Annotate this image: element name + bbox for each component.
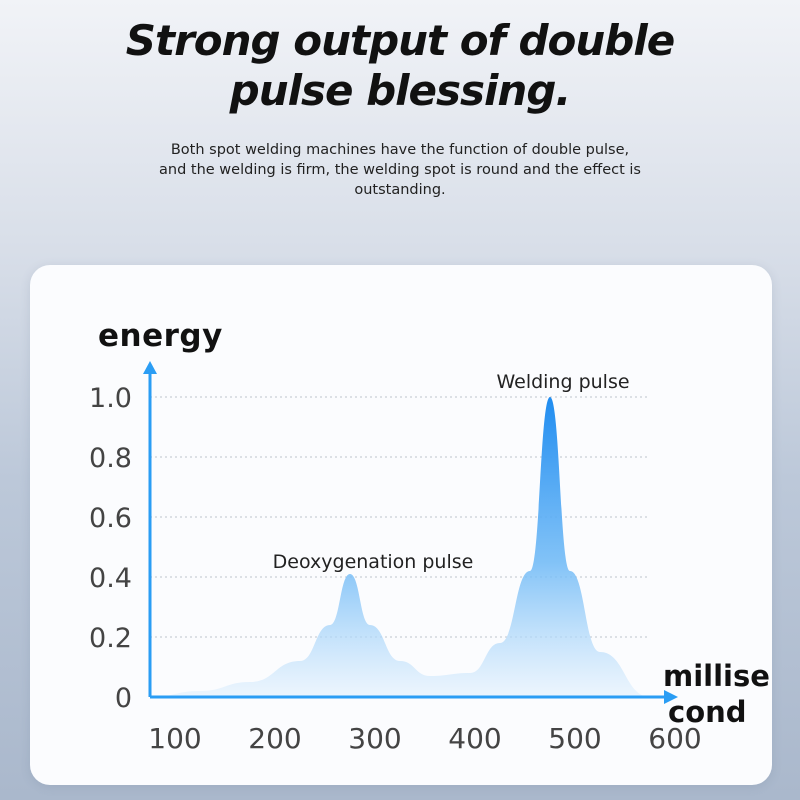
x-axis-arrow-icon <box>664 690 678 704</box>
x-tick-label: 300 <box>348 722 401 755</box>
description: Both spot welding machines have the func… <box>110 140 690 200</box>
title-line-2: pulse blessing. <box>229 66 572 115</box>
x-axis-label-line-1: millise <box>663 659 770 693</box>
y-axis-arrow-icon <box>143 361 157 374</box>
page-title: Strong output of double pulse blessing. <box>0 16 800 116</box>
y-tick-label: 0.4 <box>89 563 132 594</box>
x-tick-label: 600 <box>648 722 701 755</box>
peak-annotation: Welding pulse <box>496 371 629 393</box>
y-tick-label: 0.2 <box>89 623 132 654</box>
title-line-1: Strong output of double <box>125 16 676 65</box>
x-axis-label-line-2: cond <box>668 695 747 729</box>
description-line-1: Both spot welding machines have the func… <box>170 142 630 158</box>
x-tick-label: 500 <box>548 722 601 755</box>
y-tick-label: 0.8 <box>89 443 132 474</box>
y-tick-label: 1.0 <box>89 383 132 414</box>
y-tick-label: 0.6 <box>89 503 132 534</box>
x-tick-label: 200 <box>248 722 301 755</box>
energy-area <box>150 397 650 697</box>
x-tick-label: 100 <box>148 722 201 755</box>
x-tick-label: 400 <box>448 722 501 755</box>
peak-annotation: Deoxygenation pulse <box>273 551 474 573</box>
description-line-2: and the welding is firm, the welding spo… <box>159 162 641 178</box>
y-tick-label: 0 <box>115 683 132 714</box>
description-line-3: outstanding. <box>354 182 446 198</box>
y-axis-label: energy <box>98 318 223 354</box>
